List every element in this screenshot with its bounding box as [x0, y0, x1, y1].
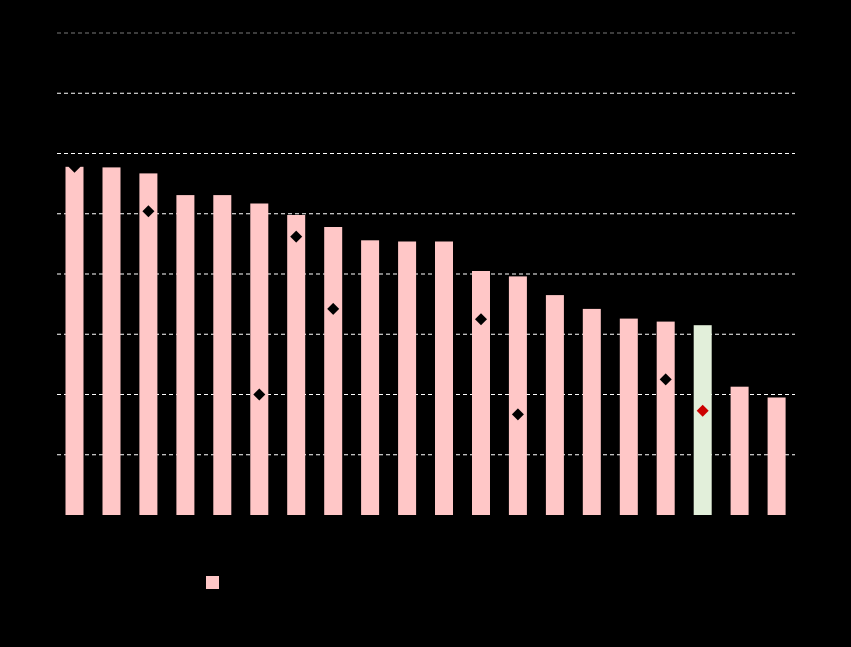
bar — [656, 321, 675, 515]
bar — [65, 166, 84, 516]
marker — [659, 373, 672, 386]
bar — [508, 276, 527, 515]
bar — [139, 173, 158, 515]
marker — [696, 404, 709, 417]
marker — [253, 388, 266, 401]
bar — [545, 295, 564, 515]
bar — [767, 397, 786, 515]
bar — [398, 241, 417, 515]
bar — [435, 241, 453, 515]
marker — [511, 408, 524, 421]
bar — [730, 386, 749, 515]
bar — [693, 325, 712, 515]
marker — [290, 230, 303, 243]
gridlines — [57, 32, 795, 456]
marker — [142, 205, 155, 218]
marker — [327, 302, 340, 315]
bar — [582, 308, 601, 515]
marker — [475, 313, 487, 326]
bar — [361, 240, 380, 516]
bar — [472, 271, 490, 515]
marker-series — [68, 160, 709, 421]
bar — [102, 167, 121, 515]
bar — [250, 203, 269, 515]
bar — [619, 318, 638, 515]
legend — [206, 574, 227, 590]
bar — [213, 195, 232, 515]
bar — [176, 195, 195, 515]
bar — [287, 215, 306, 515]
legend-swatch-bars — [206, 575, 219, 589]
bar-series — [65, 166, 786, 516]
marker — [68, 160, 81, 173]
bar — [324, 227, 343, 515]
